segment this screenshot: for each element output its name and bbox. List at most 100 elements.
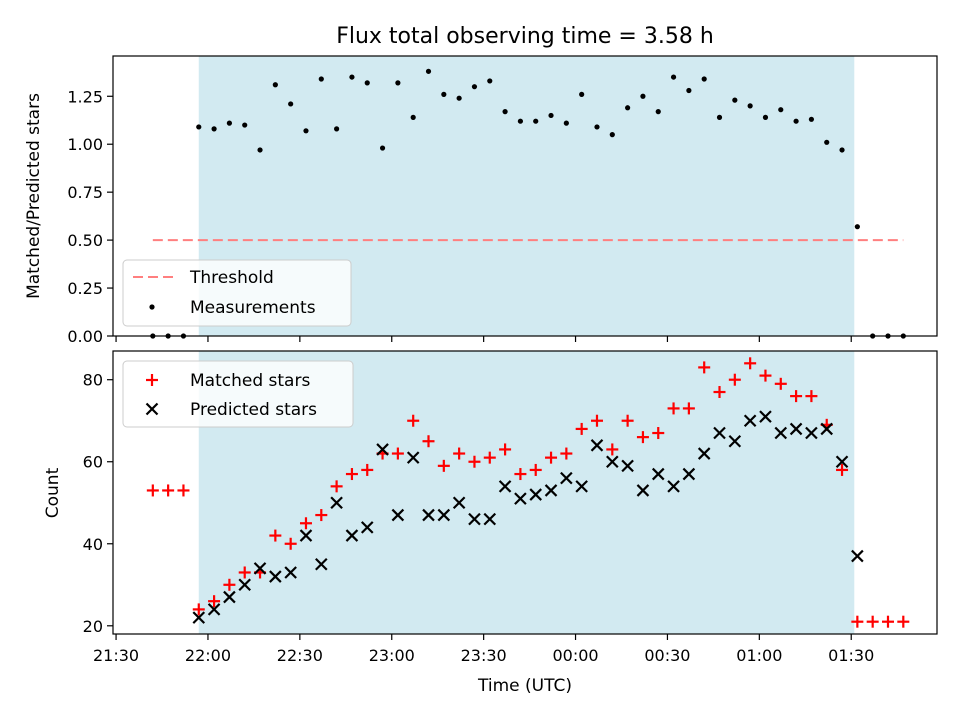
matched-star-point (590, 414, 603, 427)
top-axes-frame (112, 55, 938, 337)
predicted-star-point (315, 557, 328, 571)
measurement-point (747, 103, 753, 109)
measurement-point (517, 118, 524, 124)
predicted-star-point (590, 439, 604, 452)
matched-star-point (177, 484, 190, 497)
bottom-y-axis-label: Count (43, 467, 63, 518)
matched-star-point (407, 414, 420, 427)
measurement-point (257, 147, 263, 153)
matched-star-point (713, 386, 726, 399)
legend-measurements-label: Measurements (190, 298, 316, 318)
predicted-star-point (192, 611, 206, 624)
matched-star-point (345, 468, 358, 481)
x-tick-label: 22:00 (185, 646, 231, 665)
measurement-point (487, 78, 493, 84)
matched-star-point (422, 435, 435, 448)
predicted-star-point (851, 549, 864, 563)
top-y-tick-label: 0.50 (67, 231, 103, 250)
measurement-point (686, 87, 692, 94)
measurement-point (839, 147, 845, 153)
matched-star-point (728, 373, 741, 386)
measurement-point (670, 74, 677, 80)
x-tick-label: 21:30 (93, 646, 139, 665)
matched-star-point (361, 463, 374, 476)
measurement-point (242, 122, 248, 128)
predicted-star-point (299, 529, 313, 542)
measurement-point (808, 116, 815, 122)
predicted-star-point (452, 496, 466, 510)
measurement-point (732, 97, 738, 103)
matched-star-point (269, 529, 282, 542)
predicted-star-point (238, 578, 251, 592)
bottom-y-tick-label: 20 (83, 617, 103, 636)
matched-star-point (499, 443, 512, 456)
matched-star-point (146, 484, 159, 497)
measurement-point (778, 107, 784, 113)
matched-star-point (575, 422, 588, 435)
top-y-axis-label: Matched/Predicted stars (24, 93, 44, 299)
predicted-star-point (835, 455, 849, 469)
predicted-star-point (269, 570, 282, 583)
bottom-y-tick-label: 40 (83, 535, 103, 554)
predicted-star-point (360, 521, 374, 534)
matched-star-point (774, 377, 787, 390)
measurement-point (441, 91, 447, 97)
plot-layer: 0.00 0.25 0.50 0.75 1.00 1.25 Threshold Measure… (67, 55, 938, 665)
matched-star-point (284, 537, 297, 550)
legend-predicted-swatch (145, 402, 159, 416)
measurement-point (854, 224, 860, 230)
measurement-point (395, 80, 401, 86)
measurement-point (793, 118, 799, 124)
matched-star-point (529, 463, 542, 476)
x-tick-label: 22:30 (277, 646, 323, 665)
predicted-star-point (560, 471, 573, 485)
matched-star-point (299, 517, 312, 530)
matched-star-point (208, 595, 221, 608)
predicted-star-point (207, 603, 221, 616)
matched-star-point (437, 459, 450, 472)
top-y-tick-label: 0.00 (67, 327, 103, 346)
matched-star-point (851, 615, 864, 628)
predicted-star-point (697, 447, 711, 460)
matched-star-point (805, 390, 818, 403)
top-y-tick-label: 1.00 (67, 135, 103, 154)
measurement-point (824, 139, 830, 145)
x-tick-label: 01:00 (736, 646, 782, 665)
bottom-y-tick-label: 80 (83, 371, 103, 390)
measurement-point (288, 101, 294, 107)
matched-star-point (636, 431, 649, 444)
matched-star-point (652, 427, 665, 440)
predicted-star-point (514, 492, 527, 505)
measurement-point (318, 76, 324, 82)
x-axis-label: Time (UTC) (477, 676, 572, 696)
measurement-point (609, 132, 615, 138)
predicted-star-point (376, 443, 389, 456)
predicted-star-point (406, 451, 420, 464)
measurement-point (701, 76, 707, 82)
matched-star-point (790, 390, 803, 403)
predicted-star-point (330, 496, 343, 510)
x-tick-label: 00:00 (552, 646, 598, 665)
top-y-tick-label: 0.75 (67, 183, 103, 202)
measurement-point (211, 126, 217, 132)
matched-star-point (606, 443, 619, 456)
matched-star-point (223, 578, 236, 591)
measurement-point (471, 84, 478, 90)
legend-threshold-label: Threshold (189, 268, 274, 288)
predicted-star-point (391, 508, 405, 522)
matched-star-point (453, 447, 466, 460)
x-tick-label: 00:30 (644, 646, 690, 665)
legend-predicted-label: Predicted stars (190, 400, 317, 420)
predicted-star-point (636, 484, 650, 497)
measurement-point (716, 114, 723, 120)
predicted-star-point (682, 467, 696, 481)
predicted-star-point (651, 467, 665, 481)
legend-measurements-swatch (149, 304, 155, 310)
measurement-point (563, 120, 569, 126)
predicted-star-point (728, 434, 742, 448)
measurement-point (594, 124, 600, 130)
predicted-star-point (437, 508, 451, 522)
measurement-point (364, 80, 370, 86)
chart-title: Flux total observing time = 3.58 h (336, 24, 714, 49)
